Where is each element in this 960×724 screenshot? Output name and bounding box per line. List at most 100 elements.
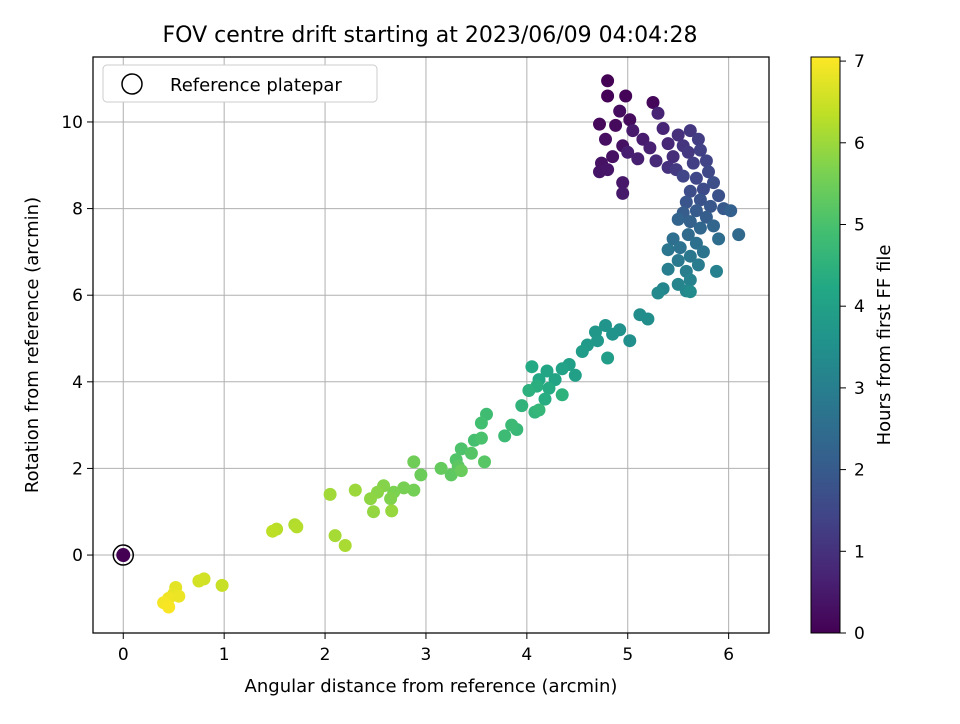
data-point — [348, 483, 362, 497]
y-tick-label: 0 — [72, 546, 83, 566]
data-point — [397, 481, 411, 495]
data-point — [651, 286, 665, 300]
data-point — [515, 399, 529, 413]
data-point — [661, 262, 675, 276]
data-point — [696, 245, 710, 259]
y-tick-label: 6 — [72, 286, 83, 306]
data-point — [593, 117, 606, 131]
data-point — [266, 524, 280, 538]
data-point — [601, 89, 615, 103]
data-point — [671, 212, 685, 226]
data-point — [671, 128, 685, 142]
data-point — [328, 529, 342, 543]
data-point — [338, 539, 352, 552]
data-point — [686, 156, 700, 170]
data-point — [661, 243, 675, 257]
data-point — [568, 368, 582, 382]
reference-point-fill — [116, 548, 131, 563]
data-point — [691, 132, 705, 146]
data-point — [681, 228, 695, 242]
data-point — [434, 461, 448, 475]
data-point — [601, 74, 615, 88]
data-point — [724, 204, 738, 218]
data-point — [696, 182, 710, 196]
x-tick-label: 1 — [219, 645, 230, 665]
data-point — [666, 150, 680, 164]
plot-background — [93, 57, 769, 633]
legend-marker-icon — [121, 73, 143, 95]
plot-area: 0 1 2 3 4 5 6 0 2 4 6 8 10 — [61, 56, 770, 665]
colorbar-tick-label: 4 — [854, 297, 865, 317]
legend-entry-label: Reference platepar — [170, 75, 342, 96]
data-point — [691, 258, 705, 272]
data-point — [555, 362, 569, 376]
data-point — [591, 334, 604, 348]
data-point — [673, 241, 687, 255]
data-point — [712, 189, 726, 203]
data-point — [532, 403, 546, 417]
data-point — [464, 446, 478, 460]
colorbar-tick-label: 6 — [854, 134, 865, 154]
data-point — [661, 137, 675, 151]
x-tick-label: 2 — [320, 645, 331, 665]
data-point — [444, 468, 458, 482]
colorbar-tick-label: 5 — [854, 215, 865, 235]
data-point — [498, 429, 512, 443]
data-point — [623, 334, 637, 348]
y-axis-ticks: 0 2 4 6 8 10 — [61, 113, 93, 566]
data-point — [407, 483, 421, 497]
data-point — [454, 464, 468, 478]
data-point — [681, 145, 695, 159]
y-axis-label: Rotation from reference (arcmin) — [22, 197, 43, 493]
data-point — [505, 418, 519, 432]
y-tick-label: 4 — [72, 373, 83, 393]
data-point — [643, 141, 657, 155]
x-tick-label: 0 — [118, 645, 129, 665]
y-tick-label: 10 — [61, 113, 83, 133]
colorbar-tick-label: 3 — [854, 379, 865, 399]
data-point — [606, 150, 620, 164]
data-point — [525, 360, 539, 374]
data-point — [609, 118, 623, 132]
data-point — [693, 143, 707, 157]
data-point — [710, 264, 723, 278]
colorbar-tick-label: 0 — [854, 624, 865, 644]
colorbar-label: Hours from first FF file — [874, 245, 895, 446]
data-point — [689, 204, 703, 218]
data-point — [683, 249, 697, 263]
data-point — [384, 492, 398, 506]
data-point — [707, 219, 720, 233]
data-point — [699, 210, 713, 224]
data-point — [599, 132, 612, 146]
x-tick-label: 3 — [421, 645, 432, 665]
plot-frame — [92, 56, 770, 634]
data-point — [162, 600, 176, 614]
x-axis-ticks: 0 1 2 3 4 5 6 — [118, 633, 734, 665]
chart-title: FOV centre drift starting at 2023/06/09 … — [163, 23, 698, 48]
colorbar-ticks: 0 1 2 3 4 5 6 7 — [840, 52, 865, 644]
data-point — [676, 169, 690, 183]
scatter-points — [157, 74, 746, 614]
y-tick-label: 2 — [72, 459, 83, 479]
data-point — [707, 176, 720, 190]
data-point — [626, 124, 640, 138]
data-point — [613, 104, 627, 118]
data-point — [683, 215, 697, 229]
data-point — [606, 327, 620, 341]
legend: Reference platepar — [102, 64, 378, 103]
data-point — [474, 416, 488, 430]
data-point — [367, 505, 380, 519]
data-point — [656, 122, 670, 135]
data-point — [683, 124, 697, 138]
data-point — [555, 388, 569, 402]
data-point — [646, 96, 660, 109]
data-point — [542, 381, 556, 395]
data-point — [683, 273, 697, 287]
data-point — [683, 285, 697, 299]
colorbar-gradient — [811, 57, 840, 633]
colorbar-frame — [810, 56, 841, 634]
data-point — [215, 578, 229, 592]
colorbar: 0 1 2 3 4 5 6 7 Hours from first FF file — [810, 52, 895, 644]
data-point — [601, 163, 615, 177]
